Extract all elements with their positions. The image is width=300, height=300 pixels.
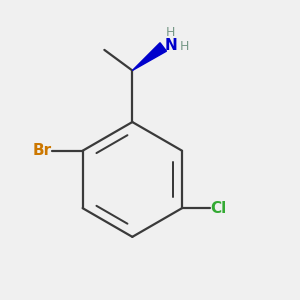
Text: Br: Br bbox=[33, 143, 52, 158]
Text: H: H bbox=[180, 40, 189, 53]
Text: N: N bbox=[164, 38, 177, 53]
Polygon shape bbox=[132, 43, 167, 70]
Text: H: H bbox=[166, 26, 175, 39]
Text: Cl: Cl bbox=[210, 201, 226, 216]
